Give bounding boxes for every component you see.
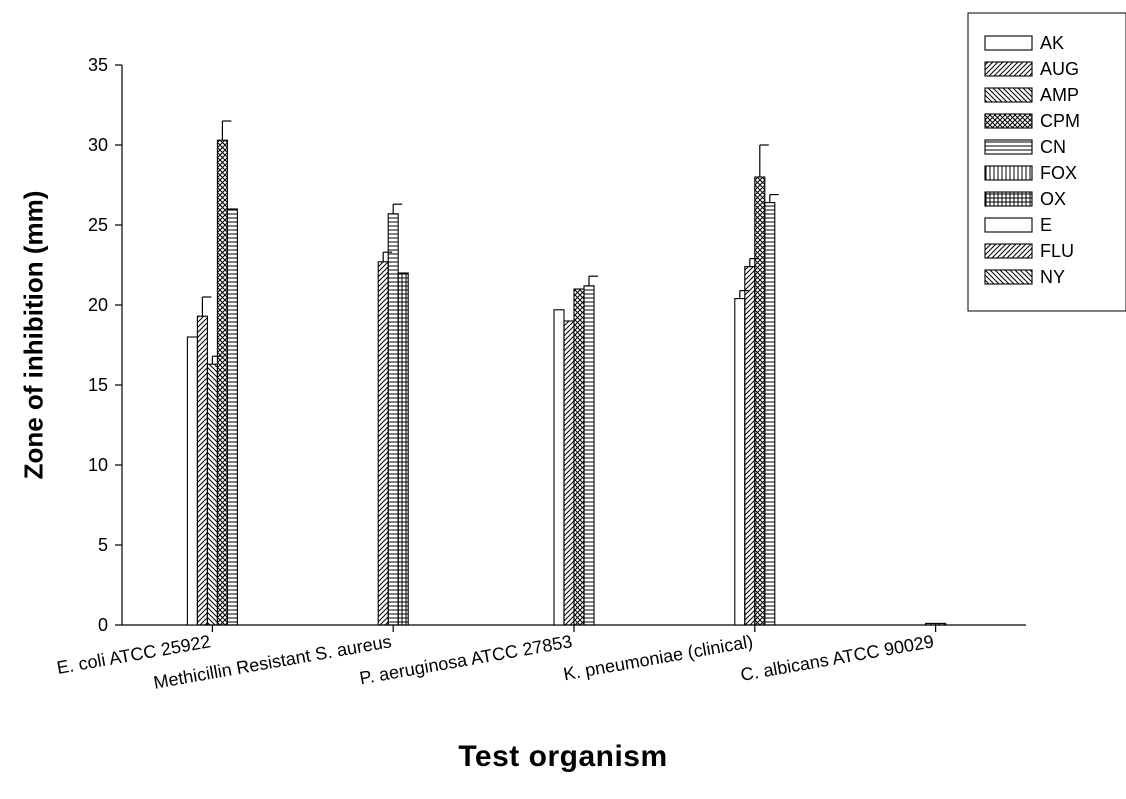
bar-aug [196,315,208,626]
bar-cn [764,202,776,626]
bar-ak [734,298,746,626]
y-axis-title: Zone of inhibition (mm) [18,190,49,480]
legend-label: AMP [1040,85,1079,105]
legend-swatch [984,165,1033,181]
legend-label: FLU [1040,241,1074,261]
y-tick-label: 15 [88,375,108,395]
x-tick-label: C. albicans ATCC 90029 [739,631,935,685]
x-tick-label: K. pneumoniae (clinical) [562,631,755,684]
legend-label: AK [1040,33,1064,53]
y-ticks: 0 5 10 15 20 25 30 35 [88,55,122,635]
y-tick-label: 35 [88,55,108,75]
y-tick-label: 0 [98,615,108,635]
bar-amp [206,363,218,626]
bar-cn [387,213,399,626]
bar-ny [935,622,947,626]
legend-swatch [984,35,1033,51]
legend-label: OX [1040,189,1066,209]
bar-cpm [573,288,585,626]
legend-swatch [984,269,1033,285]
bar-ox [397,272,409,626]
bar-cpm [754,176,766,626]
x-axis-title: Test organism [458,740,668,773]
bar-cn [226,208,238,626]
bar-aug [377,261,389,626]
bar-cn [583,285,595,626]
legend-swatch [984,113,1033,129]
legend-label: E [1040,215,1052,235]
legend-swatch [984,87,1033,103]
y-tick-label: 5 [98,535,108,555]
bar-flu [925,622,937,626]
legend: AK AUG AMP CPM CN FOX OX E FLU NY [967,12,1126,312]
legend-label: AUG [1040,59,1079,79]
legend-label: FOX [1040,163,1077,183]
bar-aug [563,320,575,626]
y-tick-label: 20 [88,295,108,315]
bar-ak [186,336,198,626]
y-tick-label: 25 [88,215,108,235]
legend-label: CPM [1040,111,1080,131]
legend-swatch [984,61,1033,77]
bar-cpm [216,139,228,626]
legend-label: NY [1040,267,1065,287]
legend-swatch [984,191,1033,207]
legend-swatch [984,139,1033,155]
bar-aug [744,266,756,626]
y-tick-label: 10 [88,455,108,475]
bars [186,120,947,626]
legend-swatch [984,243,1033,259]
bar-ak [553,309,565,626]
y-tick-label: 30 [88,135,108,155]
legend-swatch [984,217,1033,233]
legend-label: CN [1040,137,1066,157]
